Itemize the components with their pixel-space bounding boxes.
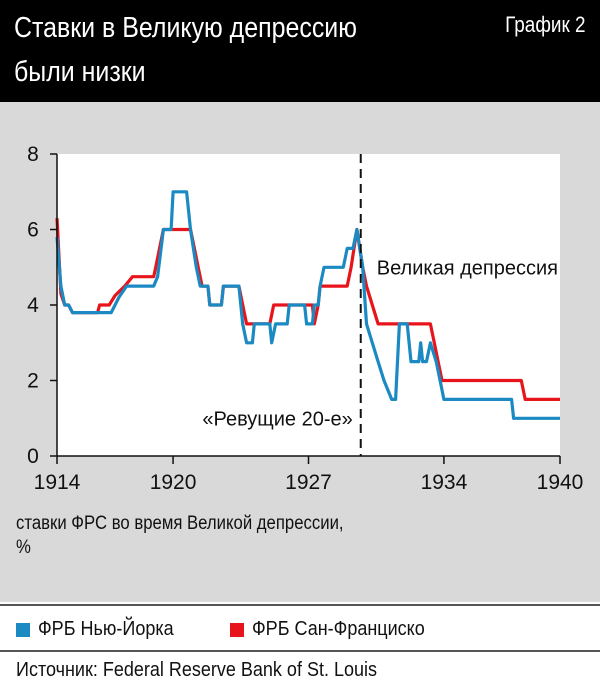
chart-subtitle-line-1: ставки ФРС во время Великой депрессии,	[16, 513, 344, 534]
x-tick-label-1940: 1940	[537, 471, 584, 494]
legend-label-san-francisco: ФРБ Сан-Франциско	[252, 618, 425, 640]
annotation-great-depression: Великая депрессия	[377, 257, 558, 279]
x-tick-label-1914: 1914	[34, 471, 81, 494]
axis-layer: 0 2 4 6 8 1914 1920 1927 1934 1940	[27, 143, 583, 494]
chart-subtitle-line-2: %	[16, 537, 31, 558]
series-layer	[55, 190, 560, 420]
chart-title-line-2: были низки	[14, 56, 146, 88]
chart-title-line-1: Ставки в Великую депрессию	[14, 12, 357, 44]
legend-item-new-york: ФРБ Нью-Йорка	[16, 618, 189, 641]
x-tick-label-1920: 1920	[150, 471, 197, 494]
y-tick-label-2: 2	[27, 370, 39, 393]
figure-number: График 2	[505, 12, 586, 37]
legend-label-new-york: ФРБ Нью-Йорка	[38, 618, 174, 640]
chart-title: Ставки в Великую депрессию были низки	[14, 6, 392, 94]
annotation-roaring-twenties: «Ревущие 20-е»	[202, 408, 352, 430]
annotation-layer: Великая депрессия «Ревущие 20-е»	[202, 257, 558, 430]
line-chart: 0 2 4 6 8 1914 1920 1927 1934 1940 Великая депрес…	[27, 143, 583, 494]
y-tick-label-0: 0	[27, 445, 39, 468]
source-note: Источник: Federal Reserve Bank of St. Lo…	[0, 650, 600, 691]
y-tick-label-8: 8	[27, 143, 39, 166]
series-line-san-francisco	[55, 218, 560, 401]
legend-swatch-san-francisco	[230, 622, 244, 637]
chart-legend: ФРБ Нью-Йорка ФРБ Сан-Франциско	[0, 604, 600, 652]
chart-subtitle: ставки ФРС во время Великой депрессии, %	[16, 512, 509, 560]
chart-header: Ставки в Великую депрессию были низки Гр…	[0, 0, 600, 102]
y-tick-label-4: 4	[27, 294, 39, 317]
y-tick-label-6: 6	[27, 219, 39, 242]
source-text: Источник: Federal Reserve Bank of St. Lo…	[16, 659, 377, 681]
series-line-new-york	[55, 190, 560, 420]
legend-swatch-new-york	[16, 622, 30, 637]
x-tick-label-1934: 1934	[421, 471, 468, 494]
legend-item-san-francisco: ФРБ Сан-Франциско	[230, 618, 444, 641]
x-tick-label-1927: 1927	[285, 471, 332, 494]
